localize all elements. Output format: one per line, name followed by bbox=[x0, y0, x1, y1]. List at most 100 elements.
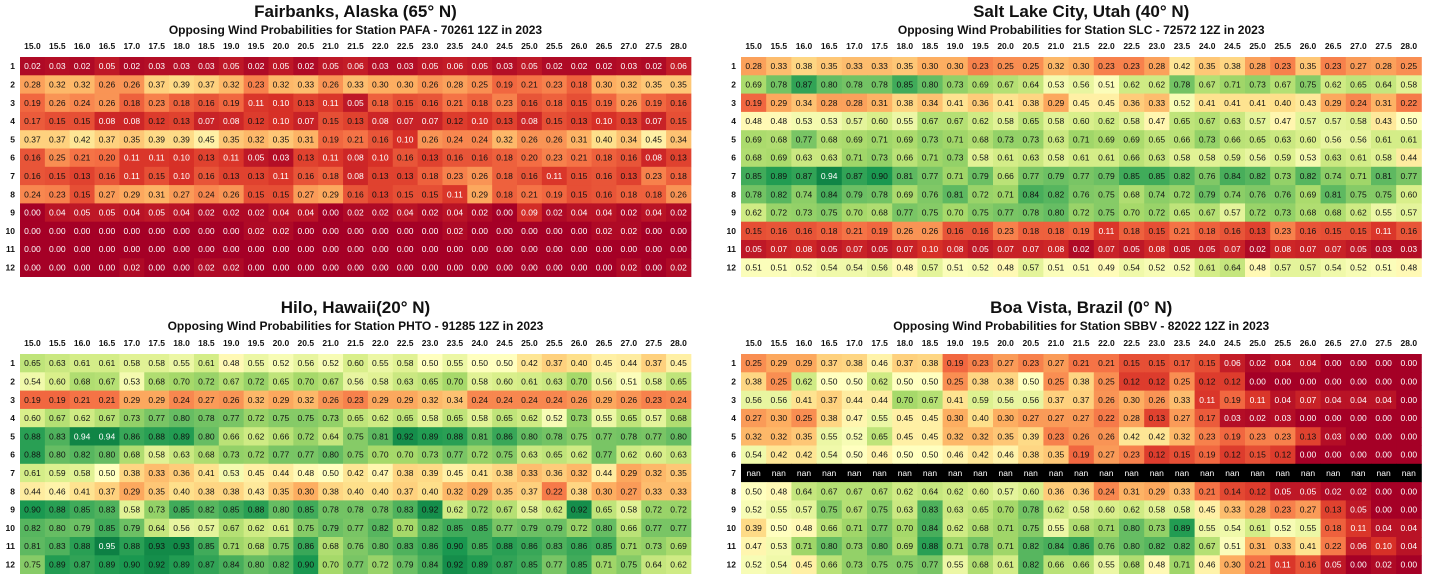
cell-value-label: 0.06 bbox=[1350, 541, 1367, 551]
heatmap-cell bbox=[541, 93, 568, 113]
cell-value-label: 0.00 bbox=[372, 226, 389, 236]
cell-value-label: 0.54 bbox=[1325, 262, 1342, 272]
cell-value-label: 0.26 bbox=[621, 98, 638, 108]
cell-value-label: 0.02 bbox=[1375, 559, 1392, 569]
cell-value-label: 0.64 bbox=[922, 486, 939, 496]
x-tick-label: 15.5 bbox=[771, 338, 788, 348]
cell-value-label: 0.00 bbox=[1325, 450, 1342, 460]
cell-value-label: 0.06 bbox=[347, 61, 364, 71]
cell-value-label: 0.08 bbox=[947, 244, 964, 254]
cell-value-label: 0.47 bbox=[372, 468, 389, 478]
y-tick-label: 1 bbox=[10, 61, 15, 71]
cell-value-label: 0.15 bbox=[248, 189, 265, 199]
heatmap-cell bbox=[119, 148, 145, 168]
cell-value-label: 0.19 bbox=[871, 226, 888, 236]
cell-value-label: 0.58 bbox=[372, 376, 389, 386]
cell-value-label: 0.50 bbox=[99, 468, 116, 478]
cell-value-label: 0.83 bbox=[922, 505, 939, 515]
heatmap-cell bbox=[169, 130, 195, 149]
cell-value-label: 0.75 bbox=[496, 450, 513, 460]
heatmap-cell bbox=[392, 148, 418, 168]
cell-value-label: 0.75 bbox=[273, 541, 290, 551]
cell-value-label: 0.23 bbox=[1123, 61, 1140, 71]
cell-value-label: 0.34 bbox=[796, 98, 813, 108]
cell-value-label: 0.72 bbox=[1174, 189, 1191, 199]
cell-value-label: 0.65 bbox=[397, 413, 414, 423]
x-tick-label: 24.0 bbox=[1199, 338, 1216, 348]
cell-value-label: 0.65 bbox=[24, 358, 41, 368]
cell-value-label: 0.75 bbox=[871, 559, 888, 569]
cell-value-label: 0.35 bbox=[897, 61, 914, 71]
cell-value-label: 0.27 bbox=[997, 358, 1014, 368]
cell-value-label: 0.16 bbox=[347, 189, 364, 199]
cell-value-label: 0.55 bbox=[173, 358, 190, 368]
cell-value-label: 0.90 bbox=[447, 541, 464, 551]
cell-value-label: 0.42 bbox=[347, 468, 364, 478]
heatmap-cell bbox=[119, 221, 145, 241]
heatmap-cell bbox=[20, 148, 46, 168]
cell-value-label: 0.66 bbox=[997, 171, 1014, 181]
cell-value-label: nan bbox=[1024, 468, 1038, 478]
cell-value-label: 0.67 bbox=[922, 395, 939, 405]
cell-value-label: 0.26 bbox=[1098, 395, 1115, 405]
heatmap-cell bbox=[293, 203, 319, 223]
x-tick-label: 20.0 bbox=[273, 338, 290, 348]
cell-value-label: 0.57 bbox=[645, 413, 662, 423]
cell-value-label: 0.68 bbox=[871, 208, 888, 218]
cell-value-label: 0.72 bbox=[471, 450, 488, 460]
cell-value-label: 0.37 bbox=[821, 358, 838, 368]
cell-value-label: 0.85 bbox=[173, 505, 190, 515]
cell-value-label: 0.39 bbox=[148, 134, 165, 144]
cell-value-label: 0.19 bbox=[596, 98, 613, 108]
cell-value-label: 0.26 bbox=[322, 395, 339, 405]
cell-value-label: 0.77 bbox=[1401, 171, 1418, 181]
cell-value-label: 0.41 bbox=[997, 98, 1014, 108]
cell-value-label: 0.00 bbox=[347, 262, 364, 272]
heatmap-cell bbox=[566, 130, 592, 149]
cell-value-label: 0.02 bbox=[670, 208, 687, 218]
cell-value-label: 0.31 bbox=[1123, 486, 1140, 496]
heatmap-cell bbox=[666, 185, 692, 204]
cell-value-label: 0.57 bbox=[997, 486, 1014, 496]
cell-value-label: 0.04 bbox=[596, 208, 613, 218]
cell-value-label: 0.21 bbox=[521, 79, 538, 89]
cell-value-label: 0.42 bbox=[1174, 61, 1191, 71]
heatmap-cell bbox=[318, 185, 344, 204]
cell-value-label: nan bbox=[1125, 468, 1139, 478]
heatmap-cell bbox=[392, 166, 418, 186]
cell-value-label: 0.17 bbox=[1174, 358, 1191, 368]
heatmap-cell bbox=[193, 57, 220, 76]
cell-value-label: 0.52 bbox=[745, 559, 762, 569]
cell-value-label: 0.60 bbox=[1401, 189, 1418, 199]
cell-value-label: 0.92 bbox=[447, 559, 464, 569]
y-tick-label: 9 bbox=[10, 208, 15, 218]
cell-value-label: 0.62 bbox=[621, 450, 638, 460]
cell-value-label: 0.18 bbox=[621, 189, 638, 199]
cell-value-label: 0.82 bbox=[1249, 171, 1266, 181]
cell-value-label: 0.59 bbox=[1275, 153, 1292, 163]
cell-value-label: 0.08 bbox=[1149, 244, 1166, 254]
cell-value-label: 0.58 bbox=[148, 450, 165, 460]
cell-value-label: 0.31 bbox=[148, 189, 165, 199]
heatmap-cell bbox=[44, 203, 71, 223]
cell-value-label: 0.61 bbox=[1249, 523, 1266, 533]
cell-value-label: 0.84 bbox=[1023, 189, 1040, 199]
cell-value-label: 0.05 bbox=[322, 61, 339, 71]
cell-value-label: 0.41 bbox=[198, 468, 215, 478]
cell-value-label: 0.56 bbox=[997, 395, 1014, 405]
cell-value-label: 0.37 bbox=[24, 134, 41, 144]
chart-subtitle: Opposing Wind Probabilities for Station … bbox=[169, 23, 543, 37]
heatmap-panel-4: Boa Vista, Brazil (0° N)Opposing Wind Pr… bbox=[727, 298, 1422, 574]
cell-value-label: 0.84 bbox=[1224, 171, 1241, 181]
x-tick-label: 24.5 bbox=[496, 41, 513, 51]
heatmap-cell bbox=[566, 75, 592, 94]
heatmap-cell bbox=[492, 57, 518, 76]
y-tick-label: 7 bbox=[10, 171, 15, 181]
heatmap-cell bbox=[69, 75, 95, 94]
heatmap-cell bbox=[243, 93, 269, 113]
x-tick-label: 17.5 bbox=[148, 338, 165, 348]
cell-value-label: 0.92 bbox=[422, 505, 439, 515]
cell-value-label: 0.75 bbox=[1350, 189, 1367, 199]
cell-value-label: 0.26 bbox=[571, 395, 588, 405]
x-tick-label: 20.0 bbox=[997, 41, 1014, 51]
